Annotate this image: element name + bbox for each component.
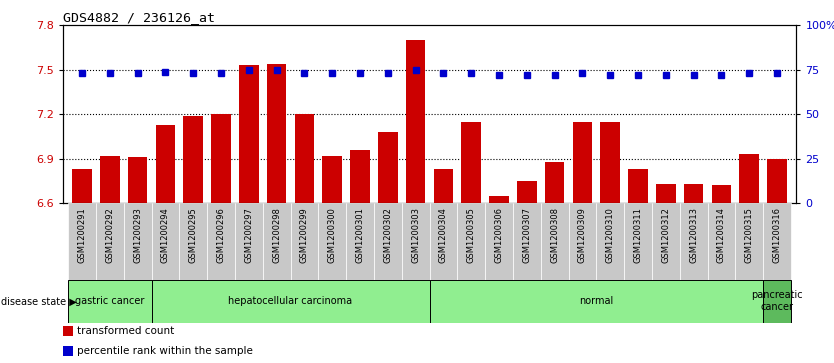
- Text: transformed count: transformed count: [77, 326, 174, 336]
- Text: GSM1200306: GSM1200306: [495, 207, 504, 263]
- Bar: [573, 122, 592, 203]
- Bar: [763, 203, 791, 280]
- Text: GSM1200300: GSM1200300: [328, 207, 337, 263]
- Text: GSM1200311: GSM1200311: [634, 207, 642, 263]
- Bar: [406, 40, 425, 203]
- Bar: [73, 169, 92, 203]
- Bar: [123, 203, 152, 280]
- Bar: [68, 203, 96, 280]
- Bar: [211, 114, 231, 203]
- Bar: [485, 203, 513, 280]
- Text: normal: normal: [579, 296, 614, 306]
- Bar: [624, 203, 652, 280]
- Bar: [267, 64, 286, 203]
- Bar: [374, 203, 402, 280]
- Text: GSM1200301: GSM1200301: [355, 207, 364, 263]
- Bar: [680, 203, 707, 280]
- Text: hepatocellular carcinoma: hepatocellular carcinoma: [229, 296, 353, 306]
- Text: GSM1200313: GSM1200313: [689, 207, 698, 263]
- Bar: [628, 169, 648, 203]
- Bar: [294, 114, 314, 203]
- Bar: [239, 65, 259, 203]
- Bar: [540, 203, 569, 280]
- Text: GSM1200293: GSM1200293: [133, 207, 142, 263]
- Bar: [430, 280, 763, 323]
- Text: GSM1200292: GSM1200292: [105, 207, 114, 263]
- Text: GSM1200303: GSM1200303: [411, 207, 420, 263]
- Bar: [457, 203, 485, 280]
- Bar: [152, 280, 430, 323]
- Bar: [596, 203, 624, 280]
- Bar: [652, 203, 680, 280]
- Text: GSM1200309: GSM1200309: [578, 207, 587, 263]
- Bar: [378, 132, 398, 203]
- Text: GSM1200296: GSM1200296: [217, 207, 225, 263]
- Bar: [517, 181, 536, 203]
- Text: GSM1200314: GSM1200314: [717, 207, 726, 263]
- Bar: [736, 203, 763, 280]
- Bar: [740, 154, 759, 203]
- Bar: [656, 184, 676, 203]
- Bar: [346, 203, 374, 280]
- Bar: [152, 203, 179, 280]
- Text: GSM1200291: GSM1200291: [78, 207, 87, 263]
- Text: GSM1200310: GSM1200310: [605, 207, 615, 263]
- Bar: [96, 203, 123, 280]
- Bar: [350, 150, 369, 203]
- Text: GSM1200304: GSM1200304: [439, 207, 448, 263]
- Bar: [684, 184, 703, 203]
- Text: gastric cancer: gastric cancer: [75, 296, 144, 306]
- Bar: [68, 280, 152, 323]
- Bar: [207, 203, 235, 280]
- Text: GSM1200305: GSM1200305: [467, 207, 475, 263]
- Bar: [600, 122, 620, 203]
- Text: GSM1200298: GSM1200298: [272, 207, 281, 263]
- Text: pancreatic
cancer: pancreatic cancer: [751, 290, 803, 312]
- Text: percentile rank within the sample: percentile rank within the sample: [77, 346, 253, 356]
- Bar: [461, 122, 481, 203]
- Bar: [156, 125, 175, 203]
- Text: disease state ▶: disease state ▶: [1, 296, 77, 306]
- Bar: [490, 196, 509, 203]
- Bar: [263, 203, 290, 280]
- Bar: [128, 157, 148, 203]
- Bar: [100, 156, 119, 203]
- Bar: [183, 116, 203, 203]
- Bar: [707, 203, 736, 280]
- Bar: [513, 203, 540, 280]
- Bar: [434, 169, 453, 203]
- Bar: [179, 203, 207, 280]
- Bar: [319, 203, 346, 280]
- Bar: [763, 280, 791, 323]
- Text: GSM1200295: GSM1200295: [188, 207, 198, 263]
- Bar: [290, 203, 319, 280]
- Text: GDS4882 / 236126_at: GDS4882 / 236126_at: [63, 11, 214, 24]
- Bar: [545, 162, 565, 203]
- Text: GSM1200302: GSM1200302: [384, 207, 392, 263]
- Bar: [63, 326, 73, 336]
- Bar: [63, 346, 73, 356]
- Bar: [430, 203, 457, 280]
- Bar: [402, 203, 430, 280]
- Text: GSM1200308: GSM1200308: [550, 207, 559, 263]
- Text: GSM1200315: GSM1200315: [745, 207, 754, 263]
- Text: GSM1200299: GSM1200299: [300, 207, 309, 263]
- Bar: [767, 159, 786, 203]
- Bar: [569, 203, 596, 280]
- Text: GSM1200316: GSM1200316: [772, 207, 781, 263]
- Text: GSM1200297: GSM1200297: [244, 207, 254, 263]
- Bar: [711, 185, 731, 203]
- Text: GSM1200312: GSM1200312: [661, 207, 671, 263]
- Bar: [235, 203, 263, 280]
- Text: GSM1200294: GSM1200294: [161, 207, 170, 263]
- Bar: [323, 156, 342, 203]
- Text: GSM1200307: GSM1200307: [522, 207, 531, 263]
